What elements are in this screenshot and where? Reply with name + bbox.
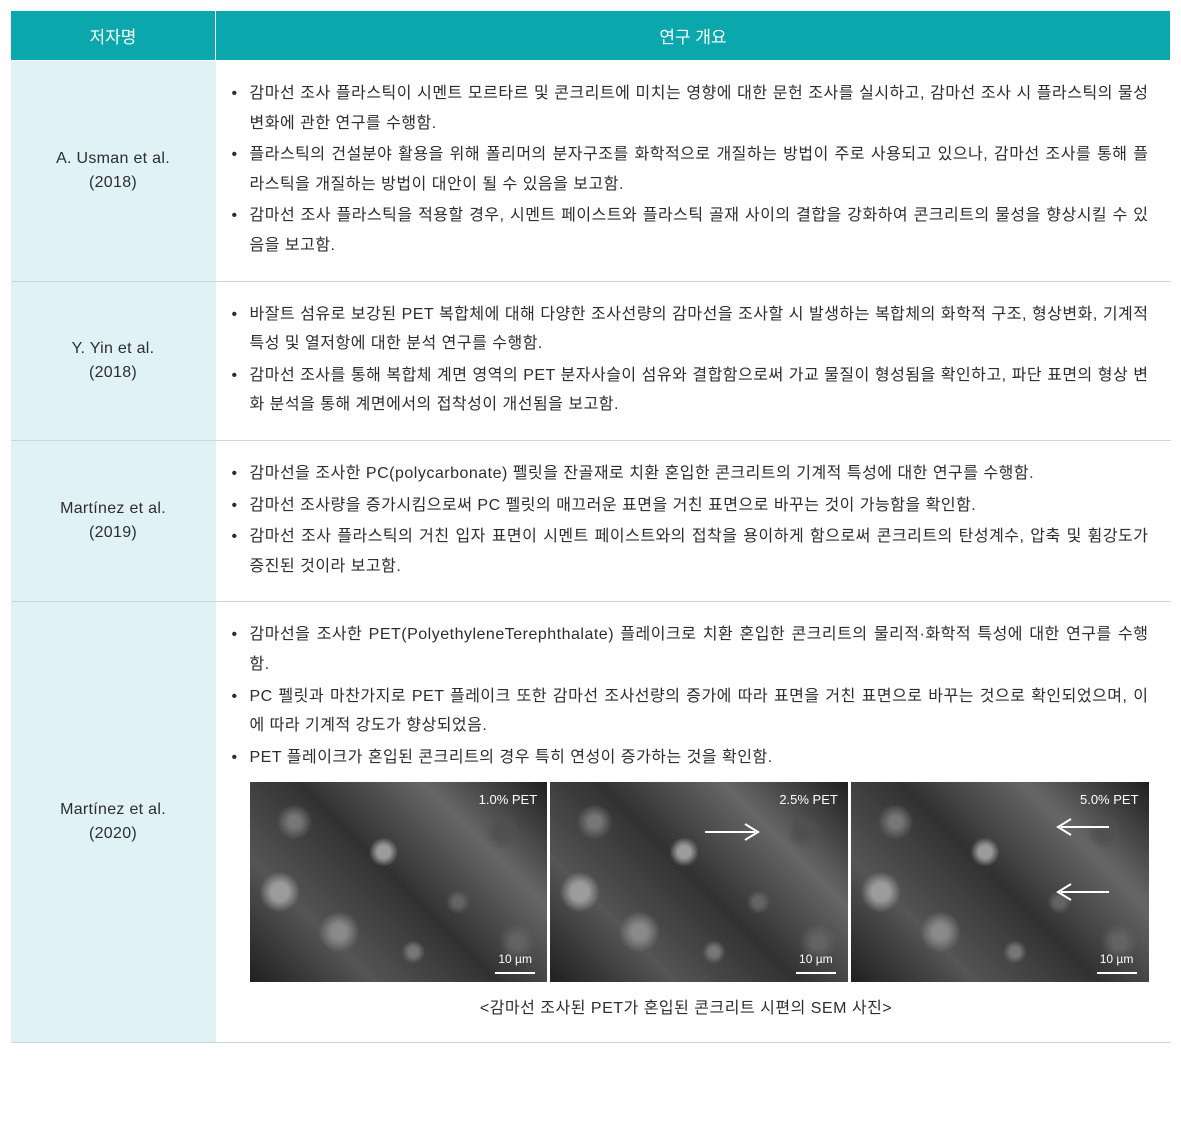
content-cell: 감마선을 조사한 PET(PolyethyleneTerephthalate) …	[216, 602, 1171, 1043]
sem-scale-text: 10 µm	[498, 948, 532, 970]
content-cell: 바잘트 섬유로 보강된 PET 복합체에 대해 다양한 조사선량의 감마선을 조…	[216, 281, 1171, 440]
table-row: Y. Yin et al.(2018)바잘트 섬유로 보강된 PET 복합체에 …	[11, 281, 1171, 440]
sem-scale: 10 µm	[796, 948, 836, 974]
table-header-row: 저자명 연구 개요	[11, 11, 1171, 61]
sem-image: 2.5% PET 10 µm	[550, 782, 848, 982]
bullet-item: 감마선 조사 플라스틱의 거친 입자 표면이 시멘트 페이스트와의 접착을 용이…	[224, 522, 1149, 581]
bullet-item: 감마선 조사 플라스틱을 적용할 경우, 시멘트 페이스트와 플라스틱 골재 사…	[224, 201, 1149, 260]
arrow-icon	[1049, 877, 1119, 907]
sem-image: 5.0% PET 10 µm	[851, 782, 1149, 982]
table-row: Martínez et al.(2019) 감마선을 조사한 PC(polycar…	[11, 440, 1171, 601]
author-cell: Y. Yin et al.(2018)	[11, 281, 216, 440]
sem-image-row: 1.0% PET 10 µm 2.5% PET 10 µm 5.0% PET 10 µm	[224, 782, 1149, 982]
sem-scale-bar	[1097, 972, 1137, 974]
bullet-item: 감마선 조사를 통해 복합체 계면 영역의 PET 분자사슬이 섬유와 결합함으…	[224, 361, 1149, 420]
table-row: Martínez et al.(2020)감마선을 조사한 PET(Polyet…	[11, 602, 1171, 1043]
bullet-list: 감마선을 조사한 PET(PolyethyleneTerephthalate) …	[224, 620, 1149, 772]
table-row: A. Usman et al.(2018)감마선 조사 플라스틱이 시멘트 모르…	[11, 61, 1171, 282]
sem-scale-text: 10 µm	[799, 948, 833, 970]
bullet-item: 플라스틱의 건설분야 활용을 위해 폴리머의 분자구조를 화학적으로 개질하는 …	[224, 140, 1149, 199]
content-cell: 감마선을 조사한 PC(polycarbonate) 펠릿을 잔골재로 치환 혼…	[216, 440, 1171, 601]
sem-caption: <감마선 조사된 PET가 혼입된 콘크리트 시편의 SEM 사진>	[224, 994, 1149, 1024]
bullet-item: 감마선을 조사한 PC(polycarbonate) 펠릿을 잔골재로 치환 혼…	[224, 459, 1149, 489]
arrow-icon	[1049, 812, 1119, 842]
bullet-item: PET 플레이크가 혼입된 콘크리트의 경우 특히 연성이 증가하는 것을 확인…	[224, 743, 1149, 773]
arrow-icon	[700, 817, 770, 847]
bullet-list: 감마선을 조사한 PC(polycarbonate) 펠릿을 잔골재로 치환 혼…	[224, 459, 1149, 581]
bullet-item: PC 펠릿과 마찬가지로 PET 플레이크 또한 감마선 조사선량의 증가에 따…	[224, 682, 1149, 741]
sem-scale: 10 µm	[1097, 948, 1137, 974]
bullet-item: 감마선 조사량을 증가시킴으로써 PC 펠릿의 매끄러운 표면을 거친 표면으로…	[224, 491, 1149, 521]
sem-image: 1.0% PET 10 µm	[250, 782, 548, 982]
author-cell: A. Usman et al.(2018)	[11, 61, 216, 282]
bullet-item: 감마선을 조사한 PET(PolyethyleneTerephthalate) …	[224, 620, 1149, 679]
sem-label: 5.0% PET	[1080, 788, 1139, 812]
bullet-list: 바잘트 섬유로 보강된 PET 복합체에 대해 다양한 조사선량의 감마선을 조…	[224, 300, 1149, 420]
author-cell: Martínez et al.(2019)	[11, 440, 216, 601]
content-cell: 감마선 조사 플라스틱이 시멘트 모르타르 및 콘크리트에 미치는 영향에 대한…	[216, 61, 1171, 282]
author-cell: Martínez et al.(2020)	[11, 602, 216, 1043]
sem-label: 1.0% PET	[479, 788, 538, 812]
bullet-item: 바잘트 섬유로 보강된 PET 복합체에 대해 다양한 조사선량의 감마선을 조…	[224, 300, 1149, 359]
bullet-list: 감마선 조사 플라스틱이 시멘트 모르타르 및 콘크리트에 미치는 영향에 대한…	[224, 79, 1149, 261]
header-author: 저자명	[11, 11, 216, 61]
sem-scale: 10 µm	[495, 948, 535, 974]
sem-scale-bar	[796, 972, 836, 974]
research-summary-table: 저자명 연구 개요 A. Usman et al.(2018)감마선 조사 플라…	[10, 10, 1171, 1043]
bullet-item: 감마선 조사 플라스틱이 시멘트 모르타르 및 콘크리트에 미치는 영향에 대한…	[224, 79, 1149, 138]
sem-scale-bar	[495, 972, 535, 974]
header-summary: 연구 개요	[216, 11, 1171, 61]
sem-label: 2.5% PET	[779, 788, 838, 812]
sem-scale-text: 10 µm	[1100, 948, 1134, 970]
